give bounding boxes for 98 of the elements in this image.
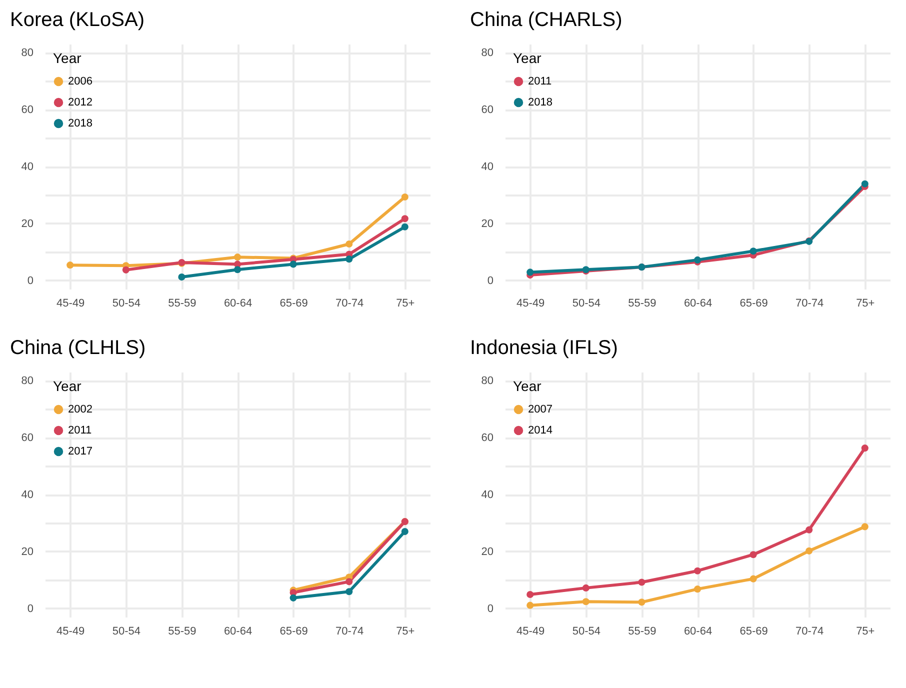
x-tick-label: 65-69 [740, 298, 768, 310]
point [750, 575, 757, 582]
point [861, 523, 868, 530]
x-tick-label: 50-54 [572, 298, 600, 310]
x-tick-label: 70-74 [336, 298, 364, 310]
y-tick-label: 0 [487, 274, 494, 287]
y-tick-label: 0 [27, 602, 34, 615]
point [582, 598, 590, 606]
x-tick-label: 60-64 [684, 298, 712, 310]
point [178, 274, 186, 281]
point [346, 588, 353, 596]
point [582, 584, 590, 592]
point [290, 260, 297, 268]
legend-label: 2017 [68, 446, 92, 458]
chart-title: China (CHARLS) [470, 9, 622, 31]
legend-title: Year [53, 378, 82, 394]
y-tick-label: 60 [21, 432, 34, 444]
x-tick-label: 50-54 [112, 298, 140, 310]
point [806, 547, 813, 554]
y-tick-label: 0 [27, 274, 34, 287]
point [806, 526, 813, 534]
point [694, 586, 702, 593]
x-tick-label: 55-59 [168, 298, 196, 310]
x-tick-label: 75+ [856, 298, 875, 310]
x-tick-label: 75+ [856, 626, 875, 638]
y-tick-label: 40 [481, 161, 494, 173]
y-tick-label: 40 [21, 161, 34, 173]
legend-label: 2018 [528, 96, 552, 108]
legend-label: 2011 [528, 76, 552, 88]
point [122, 266, 130, 274]
x-tick-label: 65-69 [280, 298, 308, 310]
x-tick-label: 50-54 [112, 626, 140, 638]
x-tick-label: 70-74 [796, 298, 824, 310]
legend-label: 2007 [528, 404, 552, 416]
x-tick-label: 50-54 [572, 626, 600, 638]
x-tick-label: 65-69 [740, 626, 768, 638]
point [401, 528, 408, 536]
x-tick-label: 55-59 [628, 298, 656, 310]
x-tick-label: 60-64 [224, 626, 252, 638]
x-tick-label: 60-64 [684, 626, 712, 638]
point [750, 248, 757, 255]
point [401, 215, 408, 222]
legend-label: 2006 [68, 76, 92, 88]
y-tick-label: 20 [21, 218, 34, 230]
y-tick-label: 20 [481, 218, 494, 230]
point [750, 551, 757, 558]
x-tick-label: 45-49 [56, 298, 85, 310]
legend-label: 2014 [528, 424, 552, 436]
chart-title: Korea (KLoSA) [10, 9, 145, 31]
point [526, 602, 534, 609]
x-tick-label: 60-64 [224, 298, 252, 310]
x-tick-label: 45-49 [56, 626, 85, 638]
y-tick-label: 40 [481, 489, 494, 501]
y-tick-label: 80 [21, 375, 34, 388]
x-tick-label: 75+ [396, 298, 415, 310]
point [66, 262, 74, 269]
legend-label: 2002 [68, 404, 92, 416]
x-tick-label: 75+ [396, 626, 415, 638]
point [638, 598, 646, 606]
point [861, 444, 868, 452]
x-tick-label: 70-74 [796, 626, 824, 638]
point [234, 266, 242, 274]
y-tick-label: 20 [21, 546, 34, 558]
legend-label: 2012 [68, 96, 92, 108]
legend-title: Year [513, 378, 542, 394]
y-tick-label: 60 [481, 432, 494, 444]
chart-title: Indonesia (IFLS) [470, 337, 618, 359]
y-tick-label: 20 [481, 546, 494, 558]
y-tick-label: 60 [481, 104, 494, 116]
point [346, 578, 353, 586]
point [234, 254, 242, 261]
y-tick-label: 40 [21, 489, 34, 501]
x-tick-label: 65-69 [280, 626, 308, 638]
point [290, 594, 297, 602]
y-tick-label: 0 [487, 602, 494, 615]
x-tick-label: 70-74 [336, 626, 364, 638]
legend-label: 2018 [68, 118, 92, 130]
x-tick-label: 55-59 [168, 626, 196, 638]
y-tick-label: 80 [481, 47, 494, 60]
legend-title: Year [53, 50, 82, 66]
point [861, 180, 868, 188]
point [526, 268, 534, 276]
y-tick-label: 60 [21, 104, 34, 116]
x-tick-label: 45-49 [516, 626, 545, 638]
x-tick-label: 55-59 [628, 626, 656, 638]
point [346, 240, 353, 248]
y-tick-label: 80 [481, 375, 494, 388]
point [526, 590, 534, 598]
point [346, 256, 353, 263]
point [694, 567, 702, 574]
y-tick-label: 80 [21, 47, 34, 60]
chart-title: China (CLHLS) [10, 337, 146, 359]
legend-title: Year [513, 50, 542, 66]
point [401, 193, 408, 201]
point [638, 578, 646, 586]
point [401, 223, 408, 230]
legend-label: 2011 [68, 424, 92, 436]
x-tick-label: 45-49 [516, 298, 545, 310]
